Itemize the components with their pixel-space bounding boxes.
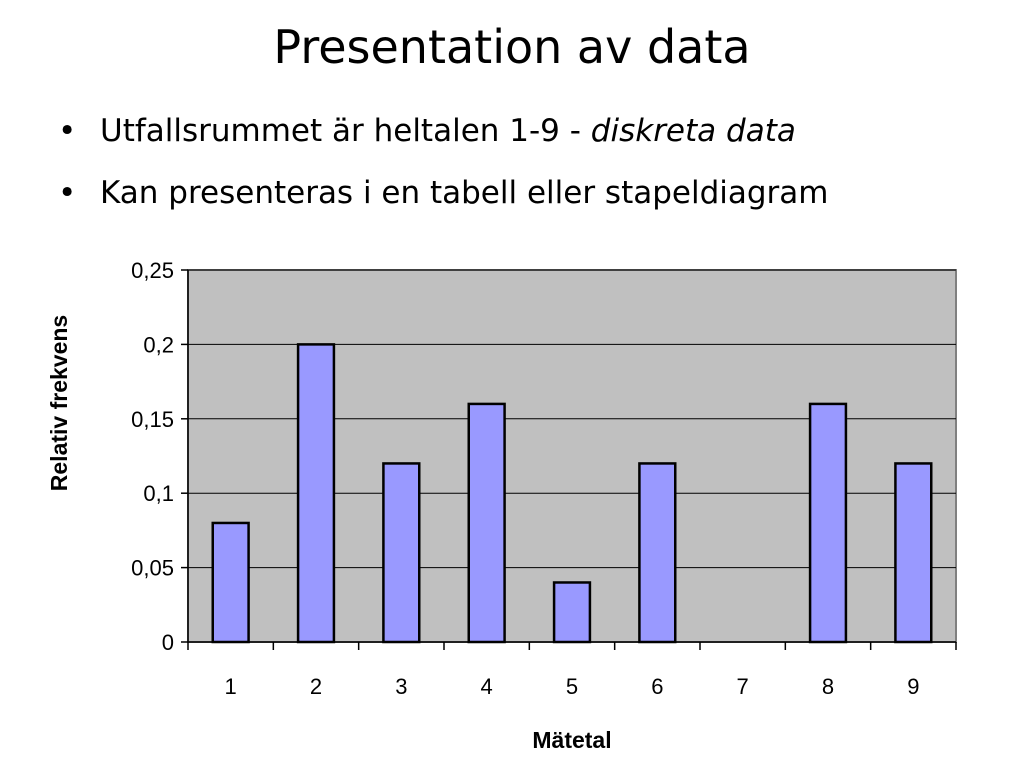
y-tick-label: 0,2 [143, 332, 174, 357]
bullet-emphasis: diskreta data [590, 113, 796, 149]
bar [296, 343, 336, 644]
bullet-marker: • [58, 175, 77, 211]
bullet-marker: • [58, 113, 77, 149]
y-tick-label: 0,1 [143, 481, 174, 506]
x-tick-label: 7 [737, 674, 749, 699]
bar [894, 462, 933, 644]
y-axis-label: Relativ frekvens [46, 315, 72, 491]
y-tick-label: 0,05 [131, 556, 174, 581]
bullet-item: • Kan presenteras i en tabell eller stape… [56, 162, 829, 224]
y-tick-label: 0,15 [131, 407, 174, 432]
bar [638, 462, 677, 644]
bar [552, 581, 592, 644]
bar [382, 462, 421, 644]
bullet-list: • Utfallsrummet är heltalen 1-9 - diskret… [56, 100, 829, 224]
bullet-text: Kan presenteras i en tabell eller stapel… [100, 175, 829, 211]
x-tick-label: 4 [481, 674, 493, 699]
x-axis-label: Mätetal [532, 727, 611, 753]
y-tick-label: 0,25 [131, 258, 174, 283]
y-axis: 0 0,05 0,1 0,15 0,2 0,25 [131, 258, 189, 655]
x-tick-label: 8 [822, 674, 834, 699]
x-tick-label: 5 [566, 674, 578, 699]
bar [467, 402, 506, 644]
x-tick-label: 2 [310, 674, 322, 699]
y-tick-label: 0 [162, 630, 174, 655]
x-tick-label: 3 [395, 674, 407, 699]
x-tick-label: 6 [651, 674, 663, 699]
x-axis: 1 2 3 4 5 6 7 8 9 [187, 641, 957, 699]
bars [211, 343, 933, 644]
bullet-text: Utfallsrummet är heltalen 1-9 - [100, 113, 591, 149]
bar [808, 402, 848, 644]
slide-title: Presentation av data [273, 20, 751, 74]
x-tick-label: 1 [225, 674, 237, 699]
bullet-item: • Utfallsrummet är heltalen 1-9 - diskret… [56, 100, 829, 162]
bar [211, 521, 250, 644]
x-tick-label: 9 [907, 674, 919, 699]
bar-chart: 0 0,05 0,1 0,15 0,2 0,25 1 2 3 4 5 6 7 8 9 Relativ fr… [46, 258, 957, 753]
